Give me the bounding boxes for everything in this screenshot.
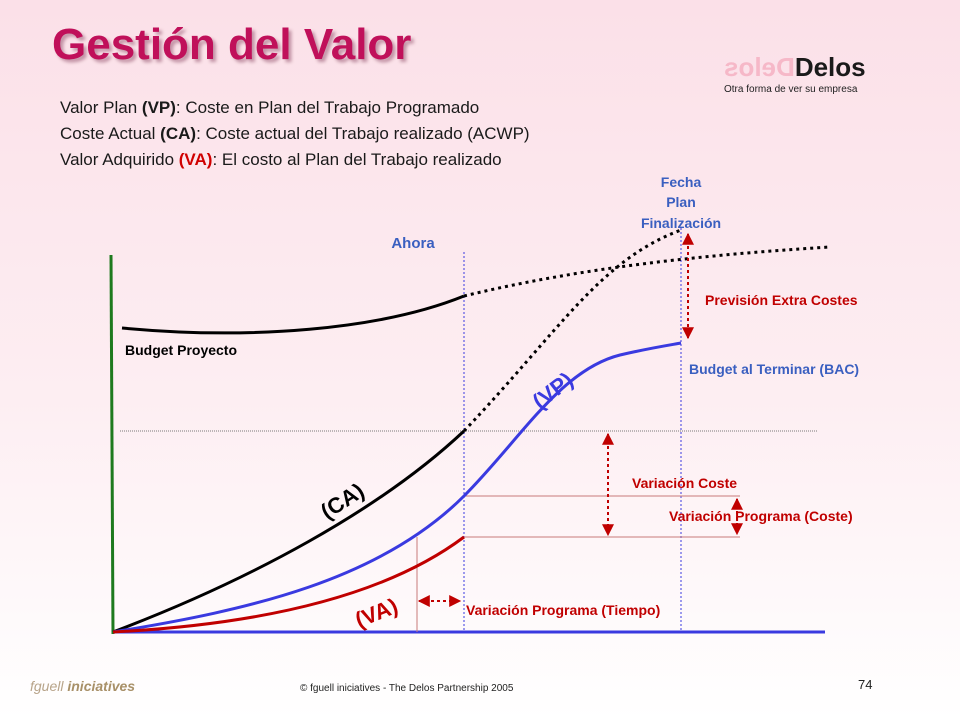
ca-curve	[112, 429, 466, 634]
footer-brand-part: iniciatives	[67, 678, 136, 694]
page-number: 74	[858, 677, 873, 692]
definition-term: Valor Plan	[60, 98, 142, 117]
vp-curve	[112, 341, 682, 634]
definition-text: : Coste en Plan del Trabajo Programado	[175, 98, 480, 117]
definitions-list: Valor Plan (VP): Coste en Plan del Traba…	[60, 95, 600, 173]
ca-curve-label: (CA)	[316, 478, 369, 524]
definition-abbr: (VA)	[178, 150, 213, 169]
definition-text: : El costo al Plan del Trabajo realizado	[212, 150, 502, 169]
fecha-label-line1: Fecha	[661, 174, 702, 190]
definition-ca: Coste Actual (CA): Coste actual del Trab…	[60, 121, 600, 147]
ca-forecast	[462, 228, 682, 433]
definition-abbr: (VP)	[141, 98, 176, 117]
bac-label: Budget al Terminar (BAC)	[689, 361, 859, 377]
fecha-label-line2: Plan	[666, 194, 696, 210]
definition-abbr: (CA)	[160, 124, 197, 143]
definition-vp: Valor Plan (VP): Coste en Plan del Traba…	[60, 95, 600, 121]
definition-text: : Coste actual del Trabajo realizado (AC…	[196, 124, 530, 143]
footer-brand-part: fguell	[30, 678, 68, 694]
budget-proyecto-curve	[121, 294, 465, 335]
ahora-label: Ahora	[391, 235, 435, 252]
variacion-programa-tiempo-label: Variación Programa (Tiempo)	[466, 602, 660, 618]
prevision-label: Previsión Extra Costes	[705, 292, 858, 308]
variacion-programa-coste-label: Variación Programa (Coste)	[669, 508, 853, 524]
va-curve-label: (VA)	[352, 593, 402, 633]
budget-proyecto-forecast	[463, 245, 831, 298]
fecha-label-line3: Finalización	[641, 215, 721, 231]
y-axis	[109, 254, 115, 635]
logo-main-text: Delos	[794, 52, 866, 82]
va-curve	[112, 535, 465, 634]
slide-title: Gestión del Valor	[52, 20, 412, 69]
vp-curve-label: (VP)	[528, 367, 578, 414]
variacion-coste-label: Variación Coste	[632, 475, 737, 491]
footer-copyright: © fguell iniciatives - The Delos Partner…	[300, 683, 514, 694]
footer-brand: fguell iniciatives	[30, 678, 135, 694]
definition-va: Valor Adquirido (VA): El costo al Plan d…	[60, 147, 600, 173]
definition-term: Coste Actual	[60, 124, 161, 143]
delos-logo: DelosDelos Otra forma de ver su empresa	[724, 52, 904, 95]
definition-term: Valor Adquirido	[60, 150, 179, 169]
budget-proyecto-label: Budget Proyecto	[125, 342, 237, 358]
logo-tagline: Otra forma de ver su empresa	[724, 84, 858, 95]
